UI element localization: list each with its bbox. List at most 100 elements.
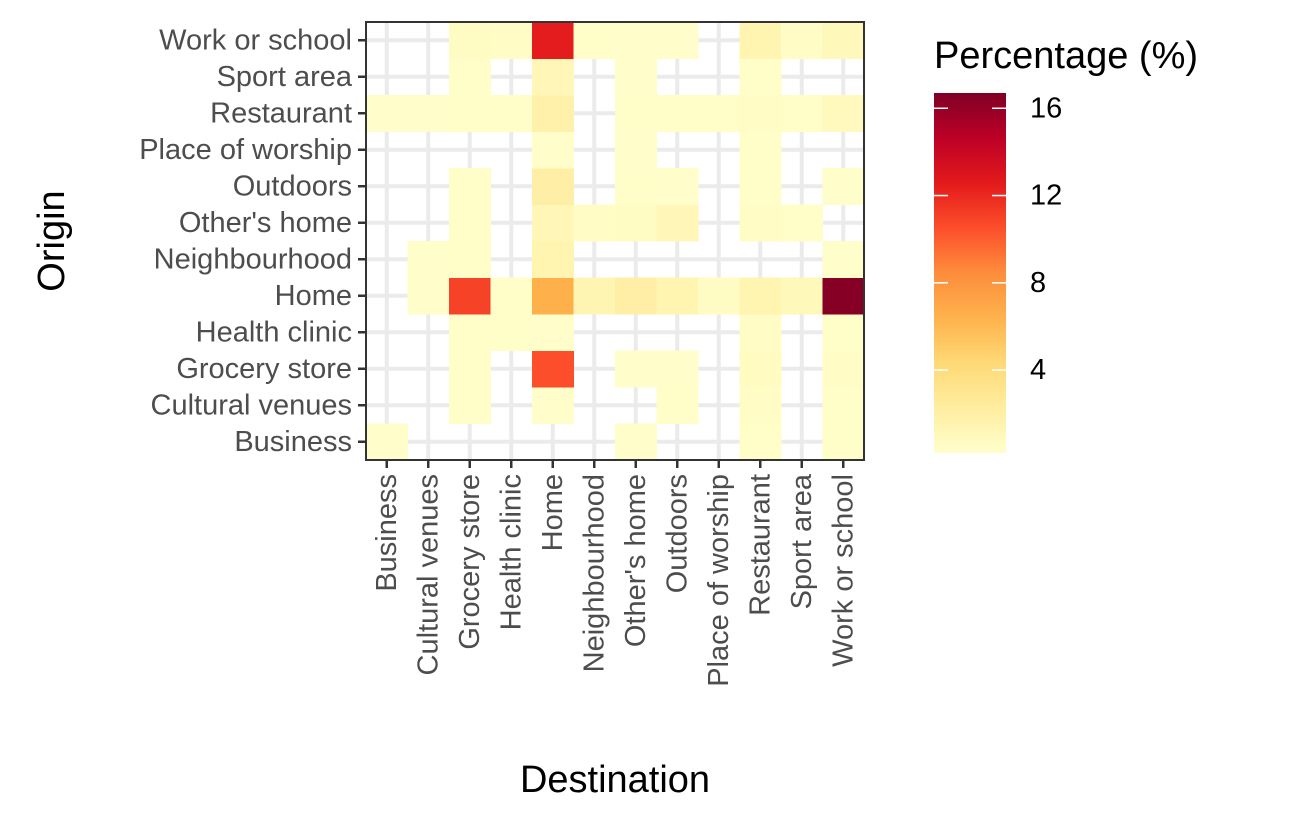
- x-tick-label: Home: [537, 474, 569, 551]
- cell-cultural-venues-to-work-or-school: [822, 387, 865, 424]
- cell-home-to-home: [532, 277, 574, 315]
- cell-sport-area-to-home: [532, 58, 574, 96]
- cell-work-or-school-to-outdoors: [656, 22, 699, 59]
- cell-restaurant-to-restaurant: [739, 95, 782, 132]
- cell-health-clinic-to-grocery-store: [449, 314, 491, 351]
- x-tick-label: Grocery store: [454, 474, 486, 650]
- cell-home-to-restaurant: [739, 277, 782, 315]
- x-axis: Business Cultural venues Grocery store Heal…: [371, 460, 859, 687]
- cell-other-s-home-to-outdoors: [656, 204, 699, 242]
- y-axis-title: Origin: [31, 190, 73, 291]
- colorbar-legend: Percentage (%) 4 8 12 16: [934, 35, 1198, 453]
- colorbar-tick-label: 16: [1030, 92, 1062, 124]
- cell-restaurant-to-grocery-store: [449, 95, 491, 132]
- cell-home-to-work-or-school: [822, 277, 865, 315]
- x-tick-label: Cultural venues: [412, 474, 444, 676]
- cell-sport-area-to-other-s-home: [615, 58, 657, 96]
- x-tick-label: Health clinic: [495, 474, 527, 630]
- heatmap-cells: [366, 22, 865, 461]
- y-tick-label: Other's home: [179, 207, 352, 239]
- cell-business-to-work-or-school: [822, 423, 865, 461]
- y-tick-label: Cultural venues: [151, 389, 353, 421]
- cell-grocery-store-to-outdoors: [656, 350, 699, 388]
- cell-business-to-other-s-home: [615, 423, 657, 461]
- cell-place-of-worship-to-other-s-home: [615, 131, 657, 169]
- cell-restaurant-to-health-clinic: [490, 95, 533, 132]
- cell-grocery-store-to-home: [532, 350, 574, 388]
- cell-restaurant-to-other-s-home: [615, 95, 657, 132]
- cell-restaurant-to-place-of-worship: [698, 95, 740, 132]
- cell-work-or-school-to-work-or-school: [822, 22, 865, 59]
- y-tick-label: Place of worship: [139, 134, 352, 166]
- cell-other-s-home-to-home: [532, 204, 574, 242]
- cell-health-clinic-to-work-or-school: [822, 314, 865, 351]
- cell-work-or-school-to-home: [532, 22, 574, 59]
- cell-cultural-venues-to-outdoors: [656, 387, 699, 424]
- cell-restaurant-to-work-or-school: [822, 95, 865, 132]
- y-tick-label: Work or school: [159, 24, 352, 56]
- cell-home-to-other-s-home: [615, 277, 657, 315]
- cell-grocery-store-to-other-s-home: [615, 350, 657, 388]
- cell-neighbourhood-to-home: [532, 241, 574, 278]
- cell-grocery-store-to-restaurant: [739, 350, 782, 388]
- x-tick-label: Outdoors: [661, 474, 693, 593]
- cell-restaurant-to-business: [366, 95, 408, 132]
- x-tick-label: Neighbourhood: [578, 474, 610, 672]
- x-tick-label: Sport area: [786, 473, 818, 609]
- cell-home-to-outdoors: [656, 277, 699, 315]
- y-tick-label: Health clinic: [196, 316, 352, 348]
- cell-home-to-health-clinic: [490, 277, 533, 315]
- cell-work-or-school-to-health-clinic: [490, 22, 533, 59]
- cell-cultural-venues-to-restaurant: [739, 387, 782, 424]
- cell-outdoors-to-home: [532, 168, 574, 205]
- cell-health-clinic-to-home: [532, 314, 574, 351]
- cell-place-of-worship-to-home: [532, 131, 574, 169]
- colorbar-tick-label: 12: [1030, 180, 1062, 212]
- cell-restaurant-to-home: [532, 95, 574, 132]
- y-tick-label: Business: [234, 426, 352, 458]
- y-tick-label: Neighbourhood: [154, 243, 352, 275]
- cell-neighbourhood-to-work-or-school: [822, 241, 865, 278]
- cell-home-to-neighbourhood: [573, 277, 616, 315]
- cell-home-to-sport-area: [781, 277, 823, 315]
- x-tick-label: Other's home: [620, 474, 652, 647]
- cell-neighbourhood-to-cultural-venues: [407, 241, 450, 278]
- cell-restaurant-to-cultural-venues: [407, 95, 450, 132]
- y-tick-label: Restaurant: [210, 97, 352, 129]
- colorbar-tick-label: 8: [1030, 267, 1046, 299]
- cell-work-or-school-to-grocery-store: [449, 22, 491, 59]
- x-axis-title: Destination: [520, 759, 710, 801]
- cell-home-to-place-of-worship: [698, 277, 740, 315]
- x-tick-label: Work or school: [827, 474, 859, 667]
- cell-sport-area-to-restaurant: [739, 58, 782, 96]
- cell-restaurant-to-sport-area: [781, 95, 823, 132]
- cell-business-to-restaurant: [739, 423, 782, 461]
- cell-neighbourhood-to-grocery-store: [449, 241, 491, 278]
- plot-panel-border: [365, 21, 865, 461]
- colorbar: [934, 93, 1006, 453]
- cell-outdoors-to-restaurant: [739, 168, 782, 205]
- cell-other-s-home-to-sport-area: [781, 204, 823, 242]
- y-tick-label: Sport area: [217, 61, 353, 93]
- x-tick-label: Restaurant: [744, 474, 776, 616]
- cell-business-to-business: [366, 423, 408, 461]
- y-tick-label: Home: [275, 280, 352, 312]
- cell-outdoors-to-outdoors: [656, 168, 699, 205]
- cell-work-or-school-to-other-s-home: [615, 22, 657, 59]
- cell-place-of-worship-to-restaurant: [739, 131, 782, 169]
- cell-sport-area-to-grocery-store: [449, 58, 491, 96]
- cell-work-or-school-to-sport-area: [781, 22, 823, 59]
- cell-outdoors-to-grocery-store: [449, 168, 491, 205]
- cell-outdoors-to-work-or-school: [822, 168, 865, 205]
- cell-grocery-store-to-work-or-school: [822, 350, 865, 388]
- cell-other-s-home-to-grocery-store: [449, 204, 491, 242]
- y-axis: Business Cultural venues Grocery store Heal…: [139, 24, 366, 458]
- cell-restaurant-to-outdoors: [656, 95, 699, 132]
- cell-other-s-home-to-other-s-home: [615, 204, 657, 242]
- cell-work-or-school-to-restaurant: [739, 22, 782, 59]
- y-tick-label: Grocery store: [176, 353, 352, 385]
- cell-cultural-venues-to-home: [532, 387, 574, 424]
- cell-cultural-venues-to-grocery-store: [449, 387, 491, 424]
